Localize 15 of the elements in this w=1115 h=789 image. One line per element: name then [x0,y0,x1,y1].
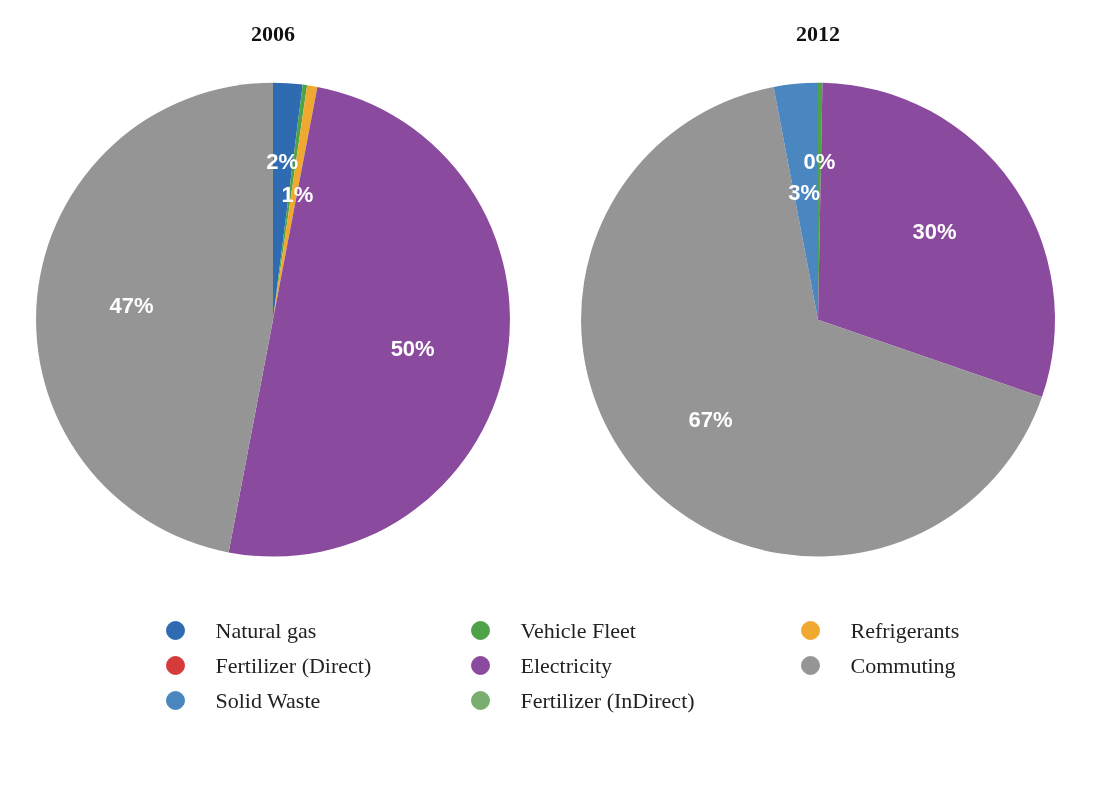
chart-title: 2012 [796,20,840,46]
legend-label: Commuting [850,653,956,678]
data-label: 50% [390,335,435,361]
legend-label: Solid Waste [215,688,321,713]
legend-label: Electricity [520,653,613,678]
data-label: 67% [688,407,733,433]
data-label: 30% [912,219,957,245]
data-label: 47% [109,292,154,318]
legend-label: Vehicle Fleet [520,618,636,643]
legend-label: Fertilizer (InDirect) [520,688,695,713]
legend-label: Natural gas [215,618,317,643]
legend-label: Fertilizer (Direct) [215,653,372,678]
chart-title: 2006 [251,20,295,46]
legend-label: Refrigerants [850,618,960,643]
data-label: 0% [803,148,836,174]
